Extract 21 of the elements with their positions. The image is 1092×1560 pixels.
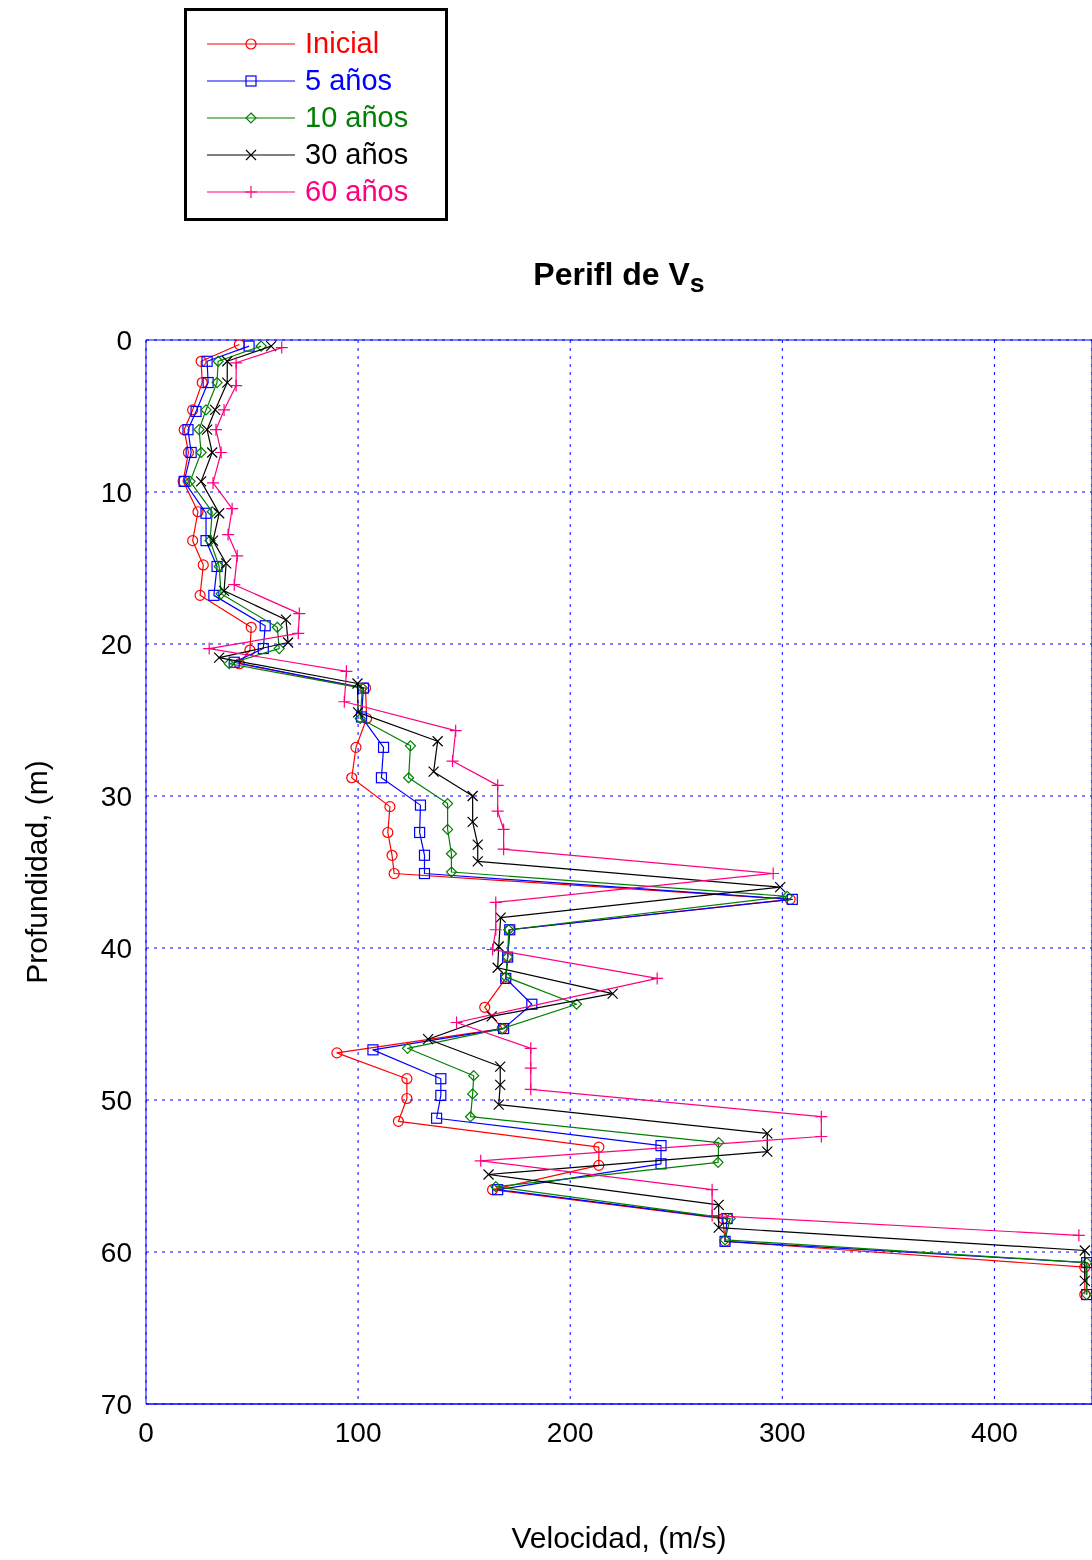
legend-label: Inicial — [305, 27, 380, 60]
x-tick-label: 300 — [758, 1416, 806, 1448]
chart-title: Perifl de V$_{s}$ — [532, 256, 706, 300]
x-axis-title: Velocidad, (m/s) — [511, 1521, 727, 1554]
legend-label: 10 años — [305, 101, 409, 134]
y-tick-label: 30 — [100, 780, 132, 812]
y-tick-label: 50 — [100, 1084, 132, 1116]
legend-label: 30 años — [305, 138, 409, 171]
legend-label: 5 años — [305, 64, 393, 97]
y-axis-title: Profundidad, (m) — [19, 760, 53, 984]
legend-label: 60 años — [305, 175, 409, 208]
y-tick-label: 0 — [116, 324, 132, 356]
x-tick-label: 0 — [138, 1416, 154, 1448]
y-tick-label: 70 — [100, 1388, 132, 1420]
x-tick-label: 200 — [546, 1416, 594, 1448]
x-tick-label: 400 — [971, 1416, 1018, 1448]
y-tick-label: 10 — [100, 476, 132, 508]
x-tick-label: 100 — [334, 1416, 382, 1448]
y-tick-label: 20 — [100, 628, 132, 660]
y-tick-label: 60 — [100, 1236, 132, 1268]
y-tick-label: 40 — [100, 932, 132, 964]
